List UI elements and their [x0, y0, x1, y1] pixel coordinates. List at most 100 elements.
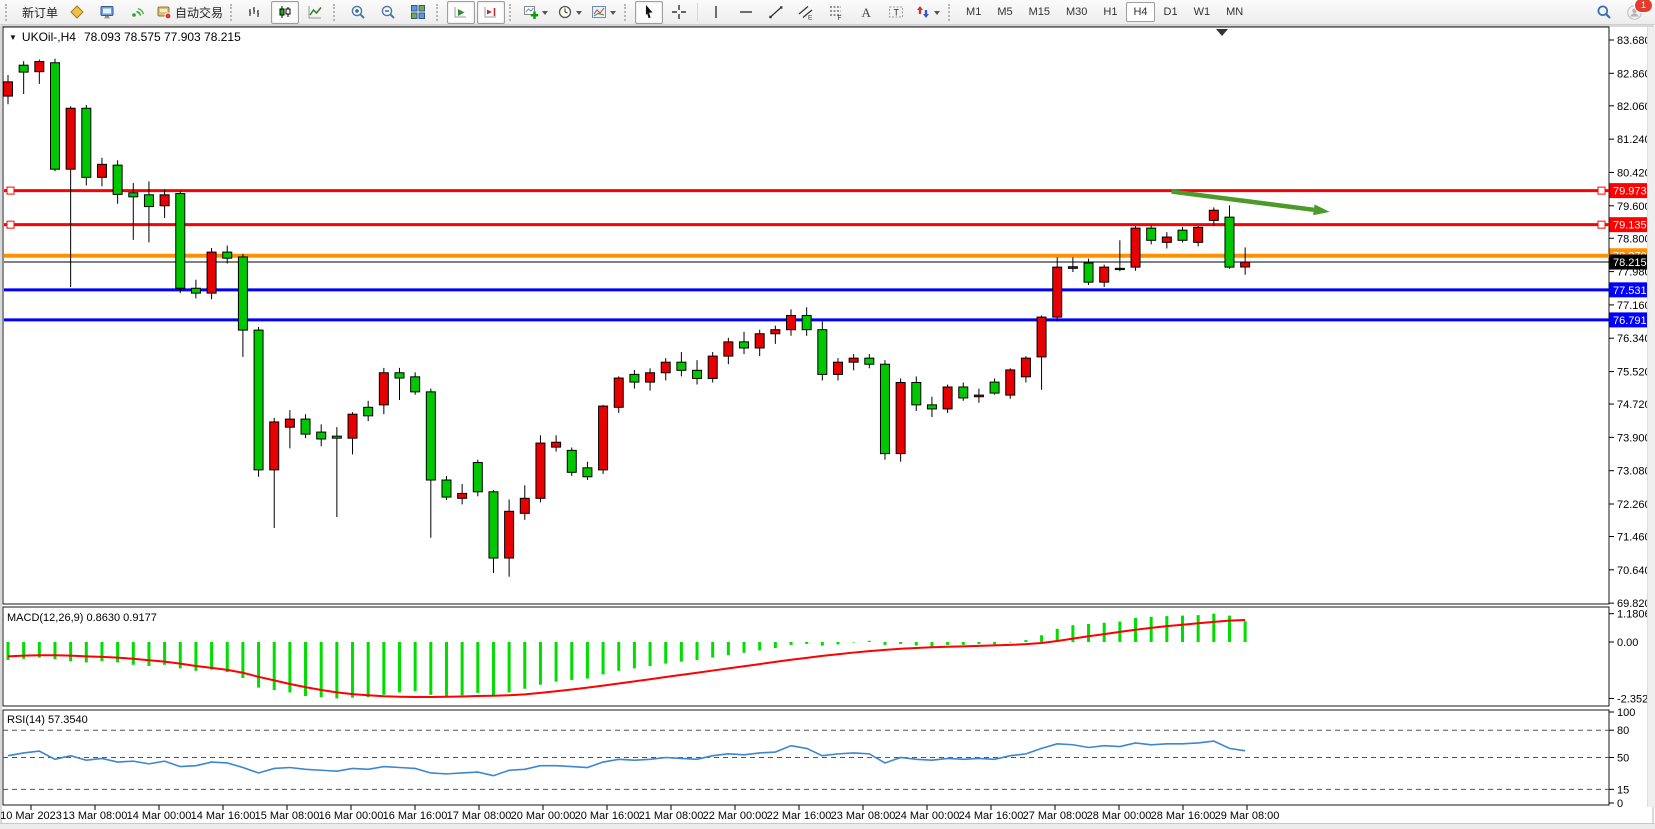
date-axis-label: 29 Mar 08:00: [1215, 810, 1280, 822]
candle: [879, 363, 890, 455]
candle: [519, 497, 530, 514]
candle: [848, 357, 859, 363]
price-axis-label: 72.260: [1617, 499, 1651, 511]
candlestick-chart-button[interactable]: [271, 0, 300, 24]
text-tool-button[interactable]: A: [852, 1, 880, 24]
timeframe-m5[interactable]: M5: [997, 6, 1013, 18]
candle: [331, 435, 342, 439]
signals-button[interactable]: [123, 1, 151, 24]
timeframe-m1[interactable]: M1: [966, 6, 982, 18]
date-axis-label: 22 Mar 16:00: [767, 810, 832, 822]
date-axis-label: 20 Mar 00:00: [511, 810, 576, 822]
fibonacci-tool-button[interactable]: F: [822, 1, 850, 24]
cursor-button[interactable]: [635, 0, 664, 24]
timeframe-h4[interactable]: H4: [1126, 2, 1155, 22]
candle: [96, 163, 107, 178]
chevron-down-icon: [576, 10, 583, 18]
toolbar-grip[interactable]: [624, 3, 630, 21]
toolbar-grip[interactable]: [333, 3, 339, 21]
metaeditor-button[interactable]: [93, 1, 121, 24]
trendline-tool-button[interactable]: [762, 1, 790, 24]
toolbar-grip[interactable]: [948, 3, 954, 21]
bar-chart-button[interactable]: [241, 1, 269, 24]
date-axis-label: 10 Mar 2023: [0, 810, 62, 822]
search-button[interactable]: [1590, 1, 1618, 24]
candle: [1177, 229, 1188, 241]
macd-panel: [2, 606, 1610, 707]
timeframe-mn[interactable]: MN: [1226, 6, 1244, 18]
timeframe-h1[interactable]: H1: [1103, 6, 1118, 18]
date-axis-label: 22 Mar 00:00: [703, 810, 768, 822]
price-axis-label: 82.860: [1617, 68, 1651, 80]
toolbar-grip[interactable]: [509, 3, 515, 21]
market-watch-button[interactable]: [63, 1, 91, 24]
price-axis-label: 77.980: [1617, 267, 1651, 279]
price-axis-label: 77.160: [1617, 300, 1651, 312]
trend-arrow-head[interactable]: [1313, 204, 1330, 216]
price-axis-label: 83.680: [1617, 35, 1651, 47]
horizontal-line-tool-button[interactable]: [732, 1, 760, 24]
candle: [472, 462, 483, 493]
tile-windows-button[interactable]: [404, 1, 432, 24]
line-chart-button[interactable]: [301, 1, 329, 24]
rsi-indicator-label: RSI(14) 57.3540: [7, 714, 88, 726]
chart-shift-button[interactable]: [477, 0, 506, 24]
autotrading-label: 自动交易: [175, 5, 224, 20]
date-axis-label: 28 Mar 16:00: [1151, 810, 1216, 822]
auto-scroll-button[interactable]: [447, 0, 476, 24]
channel-tool-button[interactable]: E: [792, 1, 820, 24]
candle: [1083, 262, 1094, 283]
candle: [1193, 226, 1204, 243]
candle: [1208, 209, 1219, 221]
clock-icon: [558, 5, 572, 19]
chart-menu-triangle-icon[interactable]: ▼: [9, 32, 17, 42]
timeframe-m15[interactable]: M15: [1028, 6, 1050, 18]
trend-arrow[interactable]: [1171, 189, 1315, 213]
candle: [284, 418, 295, 428]
toolbar-grip[interactable]: [436, 3, 442, 21]
chart-title: ▼ UKOil-,H4 78.093 78.575 77.903 78.215: [9, 30, 241, 44]
chart-shift-marker[interactable]: [1216, 29, 1228, 36]
toolbar-grip[interactable]: [230, 3, 236, 21]
candle: [34, 61, 45, 73]
crosshair-button[interactable]: [665, 1, 693, 24]
macd-axis-label: 1.1806: [1617, 609, 1651, 621]
price-axis-label: 74.720: [1617, 399, 1651, 411]
candle: [363, 406, 374, 417]
candle: [754, 333, 765, 349]
periods-button[interactable]: [554, 1, 586, 24]
autotrading-button[interactable]: 自动交易: [153, 1, 226, 24]
label-tool-button[interactable]: T: [882, 1, 910, 24]
candle: [989, 381, 1000, 394]
templates-button[interactable]: [588, 1, 620, 24]
vertical-line-tool-button[interactable]: [702, 1, 730, 24]
candle: [488, 491, 499, 559]
toolbar-grip[interactable]: [5, 3, 11, 21]
timeframe-d1[interactable]: D1: [1163, 6, 1178, 18]
candle: [692, 369, 703, 379]
line-handle[interactable]: [6, 220, 15, 229]
candle: [1099, 266, 1110, 283]
line-handle[interactable]: [1597, 220, 1606, 229]
line-handle[interactable]: [6, 186, 15, 195]
candle: [18, 64, 29, 73]
price-axis-label: 71.460: [1617, 531, 1651, 543]
candle: [425, 391, 436, 481]
line-handle[interactable]: [1597, 186, 1606, 195]
rsi-axis-label: 50: [1617, 753, 1629, 765]
price-line-badge: [1609, 183, 1655, 199]
timeframe-w1[interactable]: W1: [1193, 6, 1211, 18]
community-button[interactable]: 1: [1620, 0, 1653, 24]
zoom-in-button[interactable]: [344, 1, 372, 24]
candle: [1130, 227, 1141, 268]
zoom-out-button[interactable]: [374, 1, 402, 24]
vertical-scrollbar[interactable]: [1647, 27, 1655, 807]
new-order-button[interactable]: 新订单: [16, 1, 61, 24]
arrows-tool-button[interactable]: [912, 1, 944, 24]
chevron-down-icon: [934, 10, 941, 18]
line-chart-icon: [308, 6, 322, 19]
indicators-button[interactable]: [520, 1, 552, 24]
auto-scroll-icon: [454, 7, 467, 18]
chevron-down-icon: [610, 10, 617, 18]
timeframe-m30[interactable]: M30: [1066, 6, 1088, 18]
